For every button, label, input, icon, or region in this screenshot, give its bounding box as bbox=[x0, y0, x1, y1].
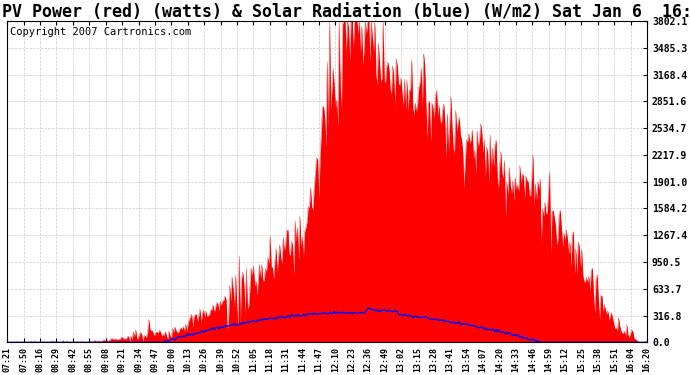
Text: Copyright 2007 Cartronics.com: Copyright 2007 Cartronics.com bbox=[10, 27, 192, 38]
Title: Total PV Power (red) (watts) & Solar Radiation (blue) (W/m2) Sat Jan 6  16:34: Total PV Power (red) (watts) & Solar Rad… bbox=[0, 3, 690, 21]
